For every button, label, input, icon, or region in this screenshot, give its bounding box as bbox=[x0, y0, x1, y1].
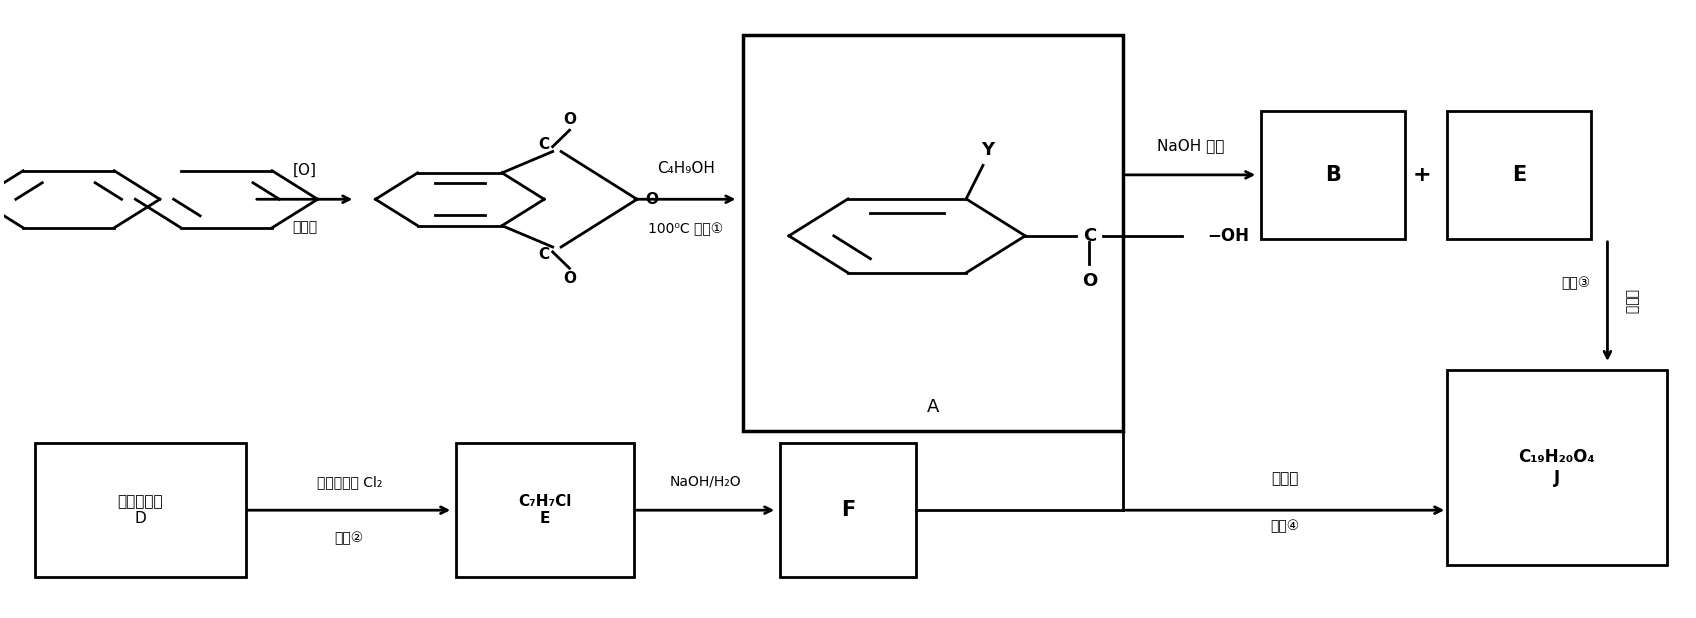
Text: A: A bbox=[928, 398, 940, 416]
Text: NaOH 溶液: NaOH 溶液 bbox=[1157, 138, 1225, 153]
Text: O: O bbox=[1082, 273, 1097, 290]
Text: C₁₉H₂₀O₄
J: C₁₉H₂₀O₄ J bbox=[1518, 448, 1596, 487]
Bar bbox=[1447, 370, 1667, 565]
Text: NaOH/H₂O: NaOH/H₂O bbox=[670, 475, 741, 489]
Text: Y: Y bbox=[982, 142, 994, 159]
Text: 反应③: 反应③ bbox=[1562, 276, 1591, 290]
Text: C: C bbox=[1082, 227, 1096, 245]
Text: 苯的同系物
D: 苯的同系物 D bbox=[117, 494, 163, 527]
Text: 100⁰C 反应①: 100⁰C 反应① bbox=[648, 222, 724, 237]
Bar bbox=[456, 443, 634, 577]
Text: 沸腾，通入 Cl₂: 沸腾，通入 Cl₂ bbox=[317, 475, 382, 489]
Text: [O]: [O] bbox=[293, 163, 317, 178]
Text: C₇H₇Cl
E: C₇H₇Cl E bbox=[519, 494, 572, 527]
Text: 催化剂: 催化剂 bbox=[292, 221, 317, 235]
Text: C₄H₉OH: C₄H₉OH bbox=[656, 161, 716, 176]
Text: 催化剂: 催化剂 bbox=[1625, 289, 1638, 314]
Text: 反应④: 反应④ bbox=[1270, 519, 1299, 533]
Text: C: C bbox=[539, 137, 550, 151]
Text: O: O bbox=[563, 112, 577, 127]
Text: C: C bbox=[539, 247, 550, 262]
Bar bbox=[780, 443, 916, 577]
Text: 反应②: 反应② bbox=[334, 531, 365, 546]
Text: E: E bbox=[1511, 165, 1526, 185]
Text: F: F bbox=[841, 500, 855, 520]
Bar bbox=[1447, 111, 1591, 239]
Bar bbox=[34, 443, 246, 577]
Text: O: O bbox=[563, 271, 577, 286]
Text: O: O bbox=[646, 192, 658, 207]
Text: +: + bbox=[1413, 165, 1431, 185]
Bar bbox=[743, 35, 1123, 431]
Bar bbox=[1262, 111, 1404, 239]
Text: B: B bbox=[1325, 165, 1342, 185]
Text: 浓硫酸: 浓硫酸 bbox=[1272, 471, 1299, 486]
Text: −OH: −OH bbox=[1208, 227, 1250, 245]
